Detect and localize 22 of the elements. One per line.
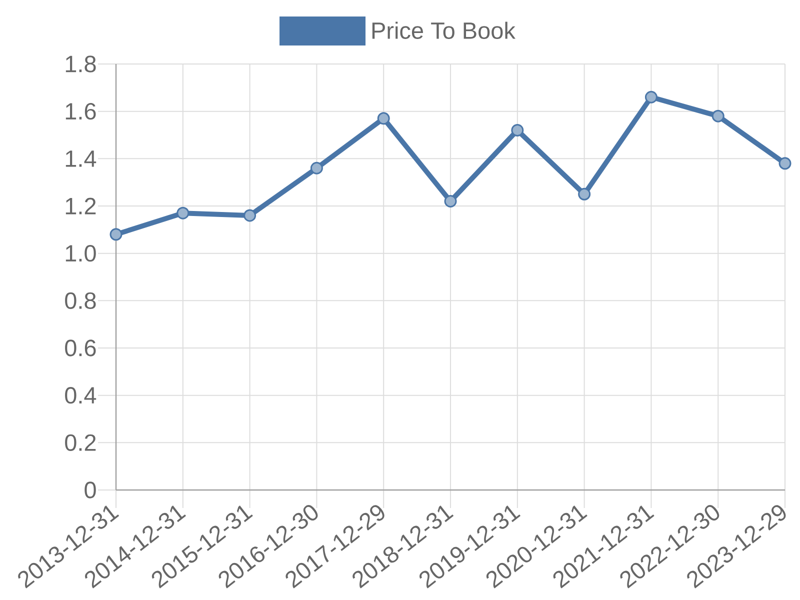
y-tick-label: 1.2 (66, 198, 96, 214)
y-tick-label: 0.2 (65, 434, 96, 451)
y-tick-label: 1.6 (66, 103, 96, 120)
y-tick-label: 0.4 (65, 387, 96, 404)
y-tick-label: 0.6 (65, 340, 96, 356)
point (511, 124, 524, 137)
point (578, 188, 591, 200)
point (176, 206, 190, 220)
y-tick-label: 0.8 (65, 292, 96, 309)
point (244, 209, 256, 222)
y-tick-label: 0 (84, 482, 96, 498)
y-tick-label: 1.4 (66, 150, 96, 167)
point (444, 195, 457, 208)
point (778, 157, 792, 170)
y-tick-label: 1.0 (66, 245, 96, 262)
point (644, 90, 658, 104)
point (310, 162, 323, 174)
point (377, 112, 390, 125)
legend-label: Price To Book (372, 22, 516, 39)
point (712, 110, 724, 122)
y-tick-label: 1.8 (66, 56, 96, 72)
point (110, 228, 122, 241)
